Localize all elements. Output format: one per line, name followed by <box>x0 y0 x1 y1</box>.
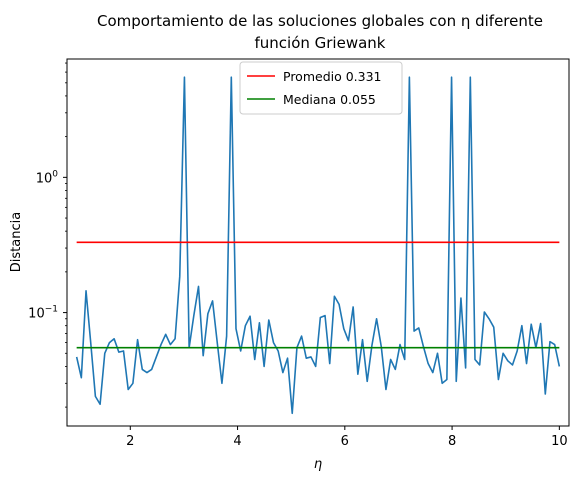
x-tick-label-4: 4 <box>233 434 241 449</box>
y-axis: 100 10−1 <box>28 62 67 408</box>
legend-label-mediana: Mediana 0.055 <box>283 92 376 107</box>
chart-title-line1: Comportamiento de las soluciones globale… <box>97 12 543 30</box>
chart-marks <box>75 76 561 415</box>
y-tick-label-1: 10−1 <box>28 305 58 322</box>
legend-box <box>239 61 403 115</box>
x-tick-label-8: 8 <box>448 434 456 449</box>
chart-title-line2: función Griewank <box>254 34 385 52</box>
x-tick-label-2: 2 <box>126 434 134 449</box>
x-tick-label-10: 10 <box>551 434 568 449</box>
legend-label-promedio: Promedio 0.331 <box>283 69 382 84</box>
x-tick-label-6: 6 <box>341 434 349 449</box>
x-axis-label: η <box>314 457 322 472</box>
series-distancia-line <box>75 76 561 415</box>
y-tick-label-0: 100 <box>36 169 59 186</box>
y-axis-label: Distancia <box>9 212 24 272</box>
plot-frame <box>66 58 570 427</box>
x-axis: 2 4 6 8 10 <box>126 426 568 449</box>
legend: Promedio 0.331 Mediana 0.055 <box>239 61 403 115</box>
